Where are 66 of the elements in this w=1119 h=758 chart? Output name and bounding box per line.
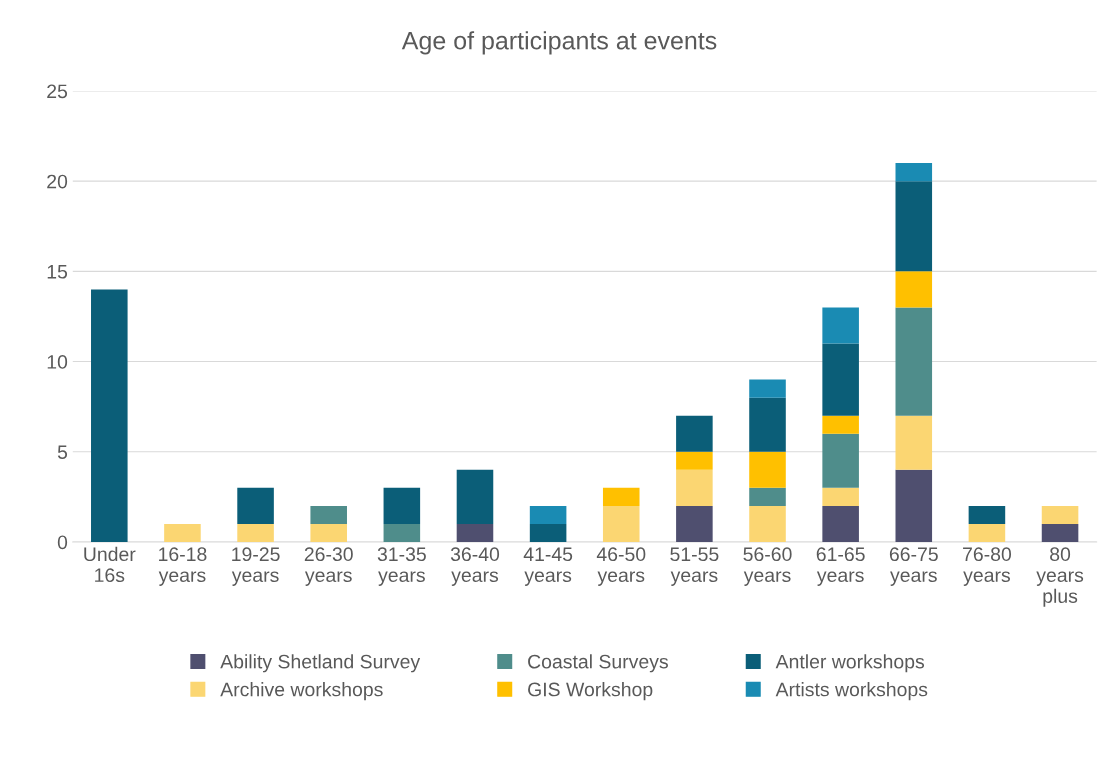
bar xyxy=(822,505,859,542)
bar xyxy=(895,163,933,182)
y-tick-label: 25 xyxy=(47,84,68,99)
bar xyxy=(456,469,494,524)
bar xyxy=(1041,505,1079,524)
bar xyxy=(602,487,640,506)
bar xyxy=(749,397,786,452)
bar xyxy=(895,469,933,542)
bar xyxy=(91,289,128,542)
legend-label: GIS Workshop xyxy=(528,682,653,701)
x-tick-label: 26-30 years xyxy=(304,547,353,586)
x-tick-label: 41-45 years xyxy=(523,547,573,586)
bar xyxy=(310,505,347,524)
bar xyxy=(676,451,713,470)
y-tick-label: 20 xyxy=(47,174,68,189)
bar xyxy=(822,433,859,488)
bar xyxy=(822,487,859,506)
x-tick-label: 61-65 years xyxy=(816,547,865,586)
x-tick-label: 80 years plus xyxy=(1036,547,1084,607)
x-tick-label: 16-18 years xyxy=(158,547,207,586)
bar xyxy=(676,415,713,452)
bar xyxy=(529,505,567,524)
bar xyxy=(895,271,933,308)
bar xyxy=(237,523,274,542)
bar xyxy=(602,505,640,542)
x-tick-label: 46-50 years xyxy=(596,547,646,586)
x-tick-label: 56-60 years xyxy=(743,547,792,586)
bar xyxy=(968,523,1006,542)
bar xyxy=(749,379,786,398)
y-tick-label: 0 xyxy=(57,535,68,550)
y-tick-label: 15 xyxy=(47,265,68,279)
legend-label: Ability Shetland Survey xyxy=(220,654,421,673)
x-tick-label: 76-80 years xyxy=(963,547,1012,586)
bar xyxy=(749,487,786,506)
legend-label: Artists workshops xyxy=(775,682,928,701)
bar xyxy=(237,487,274,524)
x-tick-label: 19-25 years xyxy=(231,547,280,586)
bar xyxy=(676,505,713,542)
bar xyxy=(822,343,859,416)
x-tick-label: 66-75 years xyxy=(889,547,938,586)
bar xyxy=(676,469,713,506)
legend-label: Coastal Surveys xyxy=(528,654,668,673)
y-tick-label: 10 xyxy=(47,355,68,369)
x-tick-label: Under 16s xyxy=(84,546,136,583)
bar xyxy=(895,415,933,470)
chart-title: Age of participants at events xyxy=(401,31,717,55)
x-tick-label: 51-55 years xyxy=(670,547,719,586)
bar xyxy=(895,307,933,416)
x-tick-label: 31-35 years xyxy=(377,547,426,586)
bar xyxy=(822,415,859,434)
legend-label: Archive workshops xyxy=(220,682,383,701)
bar xyxy=(749,451,786,488)
bar xyxy=(164,523,201,542)
y-tick-label: 5 xyxy=(57,445,68,459)
bar xyxy=(383,523,421,542)
bar xyxy=(383,487,421,524)
bar xyxy=(749,505,786,542)
bar xyxy=(456,523,494,542)
bar xyxy=(310,523,347,542)
bar xyxy=(822,307,859,344)
bar xyxy=(1041,523,1079,542)
bar xyxy=(529,523,567,542)
bar xyxy=(968,505,1006,524)
bar xyxy=(895,181,933,272)
x-tick-label: 36-40 years xyxy=(450,547,500,586)
legend-label: Antler workshops xyxy=(775,654,925,673)
